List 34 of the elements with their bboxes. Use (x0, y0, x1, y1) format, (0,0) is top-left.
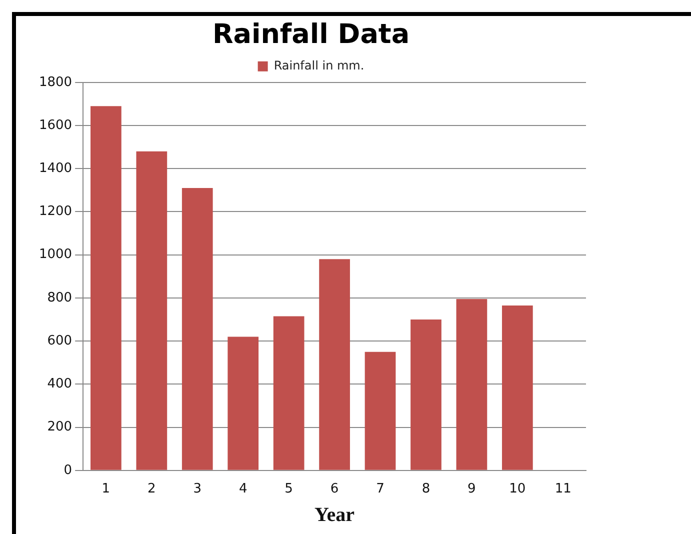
legend-label: Rainfall in mm. (274, 58, 364, 73)
bar (182, 188, 213, 470)
bar (364, 352, 396, 470)
x-tick-label: 9 (468, 482, 476, 497)
bar (273, 316, 304, 470)
y-tick-label: 1400 (38, 160, 72, 176)
x-tick-label: 3 (193, 482, 202, 497)
y-tick-label: 600 (47, 333, 72, 348)
bar (319, 259, 350, 470)
bar (136, 151, 168, 470)
y-tick-label: 0 (64, 462, 72, 478)
y-tick-label: 1800 (38, 74, 72, 90)
x-tick-label: 4 (238, 482, 248, 497)
x-tick-label: 6 (330, 482, 339, 497)
x-tick-label: 1 (102, 482, 110, 497)
y-tick-label: 1200 (38, 204, 72, 220)
x-tick-label: 7 (376, 482, 384, 497)
x-tick-label: 11 (554, 482, 572, 497)
x-tick-label: 8 (422, 482, 430, 497)
bar (502, 306, 533, 470)
bar (228, 336, 259, 470)
bar (456, 299, 488, 470)
bar (410, 320, 442, 470)
y-tick-label: 200 (47, 420, 72, 435)
x-tick-label: 2 (148, 482, 156, 497)
x-tick-label: 5 (284, 482, 293, 497)
y-tick-label: 400 (47, 376, 72, 392)
y-tick-label: 1000 (38, 247, 72, 262)
x-tick-label: 10 (509, 482, 526, 497)
chart-title: Rainfall Data (212, 19, 410, 50)
y-tick-label: 1600 (38, 118, 72, 133)
x-axis-title: Year (314, 504, 355, 526)
y-tick-label: 800 (47, 290, 72, 306)
bar (90, 106, 122, 470)
